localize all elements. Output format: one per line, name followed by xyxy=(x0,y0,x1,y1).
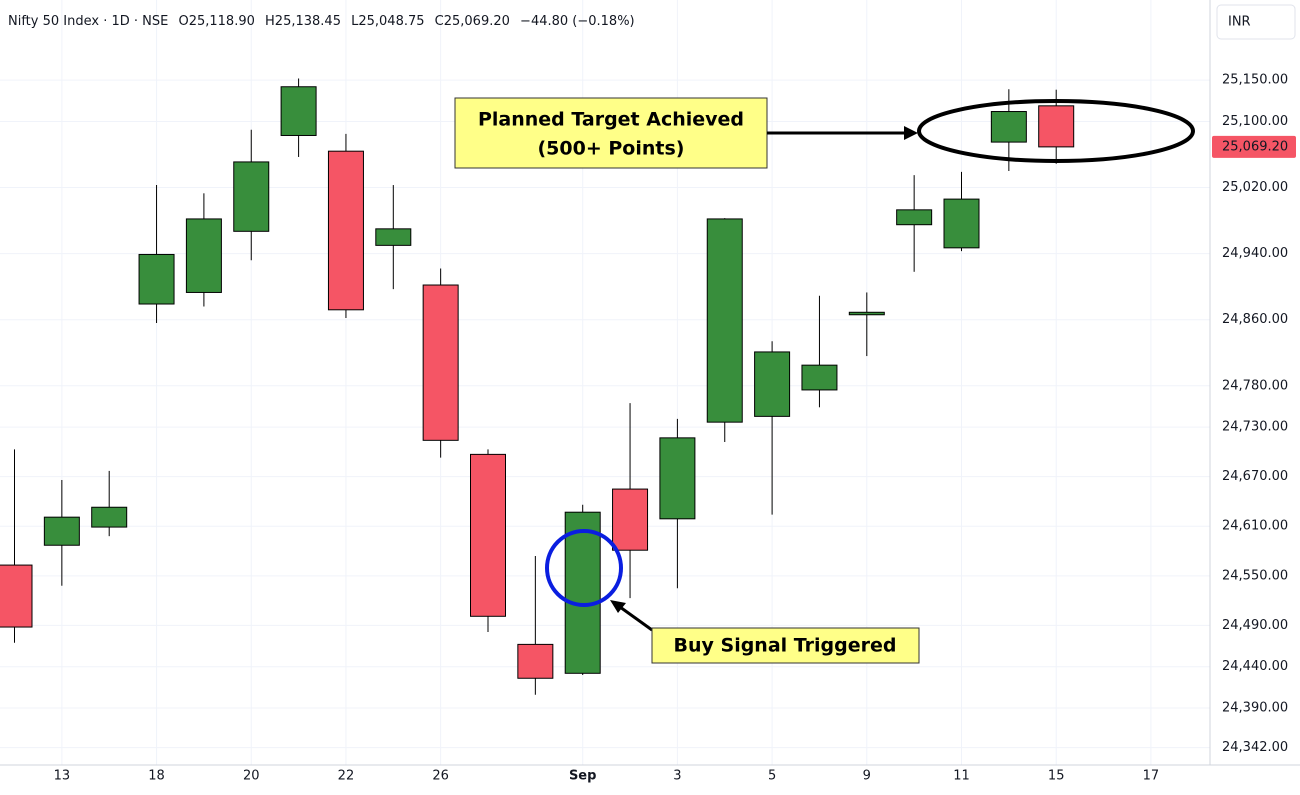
candle-body xyxy=(943,198,980,249)
close-value: C25,069.20 xyxy=(435,14,510,29)
x-tick-label: 3 xyxy=(673,769,681,784)
y-tick-label: 24,860.00 xyxy=(1222,312,1288,327)
candles xyxy=(0,78,1075,695)
annotation: Buy Signal Triggered xyxy=(674,635,897,657)
candle-body xyxy=(185,218,222,293)
y-tick-label: 24,670.00 xyxy=(1222,469,1288,484)
candle-body xyxy=(1038,105,1075,148)
candle-body xyxy=(280,86,317,136)
y-tick-label: 25,020.00 xyxy=(1222,180,1288,195)
y-tick-label: 24,730.00 xyxy=(1222,420,1288,435)
currency-box[interactable] xyxy=(1216,4,1296,40)
arrow-head xyxy=(610,600,626,613)
y-tick-label: 24,550.00 xyxy=(1222,568,1288,583)
y-tick-label: 25,150.00 xyxy=(1222,73,1288,88)
candle-body xyxy=(0,564,33,628)
arrow-head xyxy=(904,126,918,140)
target-ellipse xyxy=(917,99,1195,163)
candle-body xyxy=(706,218,743,423)
y-tick-label: 24,610.00 xyxy=(1222,519,1288,534)
candle-body xyxy=(422,284,459,441)
x-tick-label: Sep xyxy=(569,769,597,784)
y-tick-label: 24,342.00 xyxy=(1222,740,1288,755)
change-value: −44.80 (−0.18%) xyxy=(520,14,635,29)
candle-body xyxy=(896,209,933,226)
annotation: (500+ Points) xyxy=(538,138,685,160)
y-tick-label: 24,390.00 xyxy=(1222,700,1288,715)
candle-body xyxy=(612,488,649,551)
low-value: L25,048.75 xyxy=(351,14,424,29)
candle-body xyxy=(327,150,364,311)
candle-body xyxy=(848,311,885,316)
candle-body xyxy=(990,111,1027,143)
candle-body xyxy=(470,453,506,617)
y-tick-label: 24,940.00 xyxy=(1222,246,1288,261)
y-tick-label: 24,780.00 xyxy=(1222,378,1288,393)
candle-body xyxy=(233,161,270,232)
last-price-box xyxy=(1212,135,1296,158)
high-value: H25,138.45 xyxy=(265,14,341,29)
y-tick-label: 25,100.00 xyxy=(1222,114,1288,129)
target-box xyxy=(454,97,768,169)
candle-body xyxy=(517,643,554,679)
candle-body xyxy=(375,228,412,246)
candle-body xyxy=(801,364,838,391)
x-tick-label: 17 xyxy=(1143,769,1160,784)
x-tick-label: 26 xyxy=(432,769,449,784)
candle-body xyxy=(43,516,80,546)
x-tick-label: 5 xyxy=(768,769,776,784)
symbol: Nifty 50 Index · 1D · NSE xyxy=(8,14,168,29)
last-price-label: 25,069.20 xyxy=(1222,139,1288,154)
candle-body xyxy=(754,351,791,417)
candle-body xyxy=(659,437,696,520)
x-tick-label: 9 xyxy=(863,769,871,784)
currency[interactable]: INR xyxy=(1228,15,1251,30)
arrow-line xyxy=(619,605,653,632)
x-tick-label: 18 xyxy=(148,769,165,784)
x-tick-label: 15 xyxy=(1048,769,1065,784)
candle-body xyxy=(91,506,128,528)
y-tick-label: 24,440.00 xyxy=(1222,659,1288,674)
candle-body xyxy=(138,253,175,305)
annotation: Planned Target Achieved xyxy=(478,109,744,131)
chart-header: Nifty 50 Index · 1D · NSE O25,118.90 H25… xyxy=(8,14,635,29)
signal-box xyxy=(651,627,920,664)
x-tick-label: 20 xyxy=(243,769,260,784)
x-tick-label: 13 xyxy=(54,769,71,784)
y-tick-label: 24,490.00 xyxy=(1222,618,1288,633)
x-tick-label: 22 xyxy=(338,769,355,784)
open-value: O25,118.90 xyxy=(178,14,254,29)
x-tick-label: 11 xyxy=(953,769,970,784)
candle-body xyxy=(564,511,601,674)
signal-circle xyxy=(545,529,623,607)
